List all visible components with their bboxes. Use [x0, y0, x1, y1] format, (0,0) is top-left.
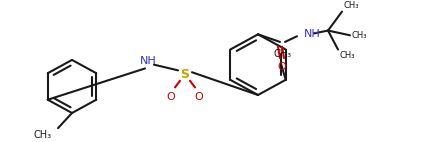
Text: O: O	[195, 92, 204, 102]
Text: S: S	[181, 68, 190, 81]
Text: CH₃: CH₃	[273, 49, 292, 59]
Text: NH: NH	[139, 56, 156, 66]
Text: O: O	[167, 92, 176, 102]
Text: O: O	[278, 62, 286, 72]
Text: NH: NH	[304, 29, 321, 39]
Text: CH₃: CH₃	[34, 130, 52, 140]
Text: CH₃: CH₃	[352, 31, 368, 40]
Text: CH₃: CH₃	[340, 51, 355, 60]
Text: CH₃: CH₃	[344, 1, 360, 10]
